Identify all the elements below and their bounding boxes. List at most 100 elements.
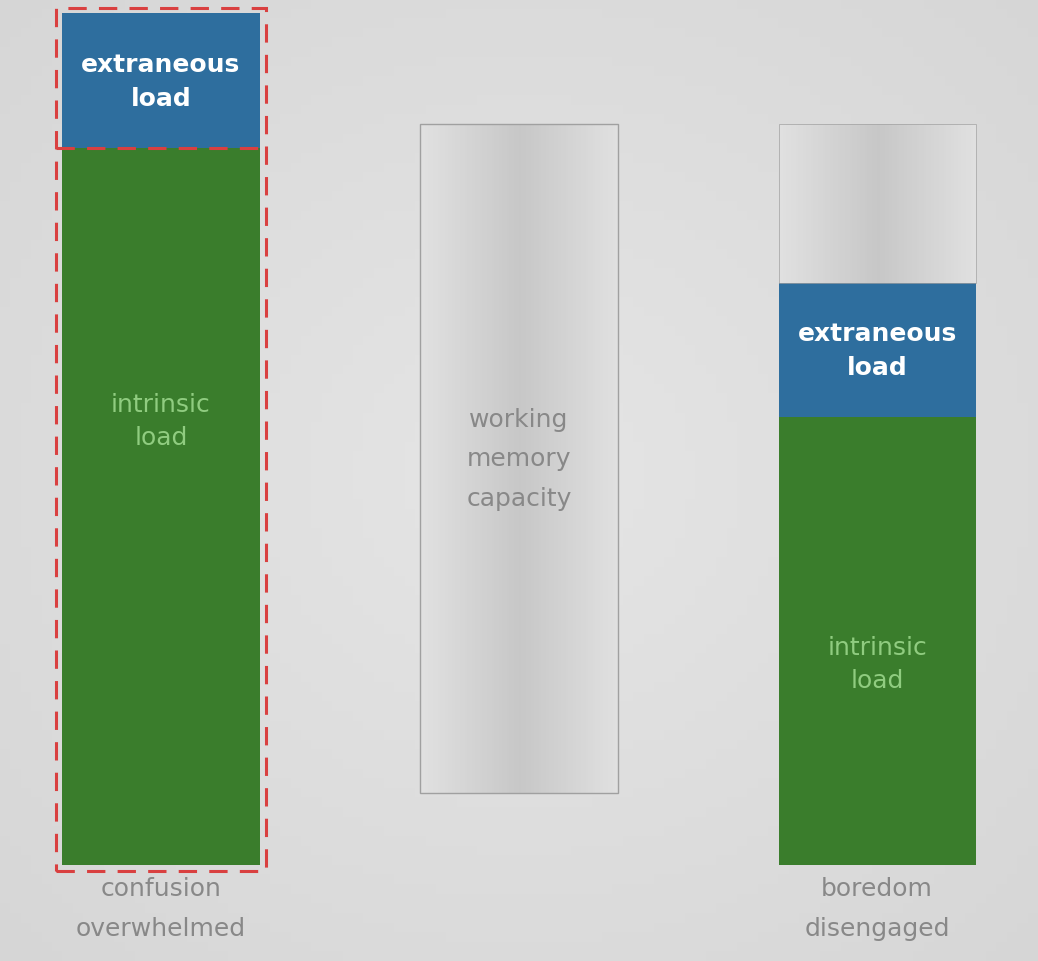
Bar [616,125,619,793]
Bar [813,125,817,283]
Bar [836,125,839,283]
Bar [561,125,565,793]
Bar [793,125,797,283]
Bar [431,125,434,793]
Bar [450,125,454,793]
Bar [608,125,611,793]
Bar [467,125,471,793]
Bar [420,125,424,793]
Bar [546,125,550,793]
Bar [800,125,804,283]
Bar [472,125,475,793]
Bar [778,125,782,283]
Bar [852,125,856,283]
Bar [485,125,488,793]
Bar [968,125,972,283]
Bar [872,125,876,283]
Bar [480,125,483,793]
Bar [420,125,618,793]
Bar [843,125,846,283]
Bar [840,125,844,283]
Bar [534,125,538,793]
Bar [529,125,532,793]
Bar [537,125,540,793]
Bar [857,125,861,283]
Bar [544,125,547,793]
Bar [549,125,552,793]
Bar [571,125,574,793]
Bar [497,125,500,793]
Bar [798,125,801,283]
Bar [462,125,466,793]
Bar [474,125,479,793]
Bar [564,125,567,793]
Bar [556,125,559,793]
Bar [781,125,785,283]
Bar [961,125,964,283]
Bar [974,125,977,283]
Bar [588,125,592,793]
Bar [569,125,572,793]
Bar [62,149,260,865]
Text: intrinsic
load: intrinsic load [827,635,927,693]
Bar [936,125,939,283]
Text: extraneous
load: extraneous load [797,322,957,380]
Bar [816,125,819,283]
Bar [838,125,841,283]
Bar [539,125,542,793]
Bar [786,125,789,283]
Bar [445,125,448,793]
Bar [531,125,535,793]
Bar [914,125,918,283]
Bar [510,125,513,793]
Bar [585,125,589,793]
Bar [949,125,952,283]
Bar [504,125,508,793]
Bar [859,125,864,283]
Bar [911,125,916,283]
Bar [886,125,891,283]
Bar [917,125,920,283]
Bar [825,125,828,283]
Bar [803,125,807,283]
Bar [440,125,443,793]
Bar [820,125,824,283]
Text: confusion
overwhelmed: confusion overwhelmed [76,876,246,940]
Bar [566,125,570,793]
Bar [610,125,613,793]
Bar [951,125,955,283]
Bar [492,125,495,793]
Bar [927,125,930,283]
Bar [553,125,557,793]
Bar [938,125,943,283]
Bar [941,125,945,283]
Bar [924,125,928,283]
Bar [453,125,456,793]
Bar [598,125,601,793]
Bar [811,125,814,283]
Bar [517,125,520,793]
Bar [490,125,493,793]
Bar [808,125,812,283]
Bar [879,125,883,283]
Bar [897,125,900,283]
Bar [855,125,858,283]
Bar [482,125,486,793]
Bar [447,125,452,793]
Bar [845,125,848,283]
Bar [868,125,871,283]
Bar [828,125,831,283]
Bar [818,125,821,283]
Bar [902,125,905,283]
Bar [460,125,463,793]
Bar [847,125,851,283]
Bar [442,125,446,793]
Bar [877,125,880,283]
Bar [909,125,912,283]
Bar [778,418,976,865]
Bar [899,125,903,283]
Bar [455,125,459,793]
Bar [573,125,577,793]
Bar [583,125,586,793]
Bar [963,125,966,283]
